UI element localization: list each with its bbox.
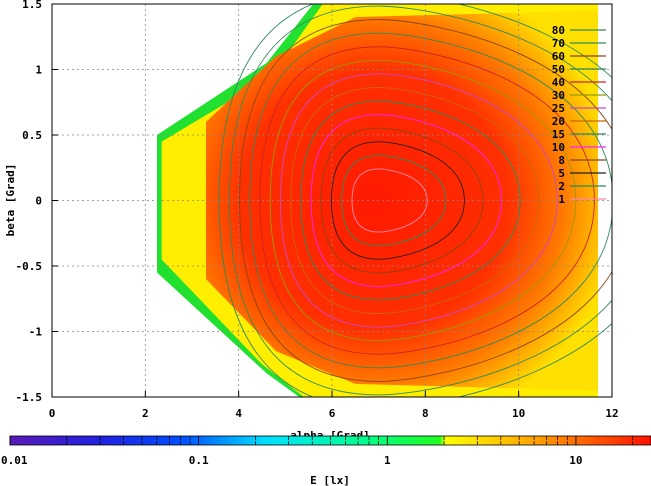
contour-line-8 [320, 127, 484, 274]
colorbar-tick-label: 0.1 [189, 454, 209, 467]
colorbar-label: E [lx] [310, 474, 350, 486]
x-tick-label: 0 [49, 407, 56, 420]
legend-label-15: 15 [552, 128, 565, 141]
contour-line-60 [239, 19, 612, 382]
contour-line-15 [300, 100, 521, 301]
legend-label-30: 30 [552, 89, 565, 102]
colorbar-tick-label: 10 [569, 454, 582, 467]
contour-line-70 [228, 5, 612, 396]
x-tick-label: 12 [605, 407, 618, 420]
legend-label-40: 40 [552, 76, 565, 89]
legend-label-80: 80 [552, 24, 565, 37]
y-axis-ticks: -1.5 -1 -0.5 0 0.5 1 1.5 [16, 0, 58, 404]
x-tick-label: 10 [512, 407, 525, 420]
contour-line-1 [351, 168, 428, 233]
legend-label-10: 10 [552, 141, 565, 154]
y-tick-label: -1 [29, 326, 43, 339]
x-tick-label: 2 [142, 407, 149, 420]
contour-line-5 [331, 141, 465, 260]
y-tick-label: 1.5 [22, 0, 42, 11]
contour-line-80 [218, 4, 612, 397]
contour-lines [218, 4, 612, 397]
legend-label-70: 70 [552, 37, 565, 50]
legend-label-25: 25 [552, 102, 565, 115]
y-tick-label: 0.5 [22, 129, 42, 142]
contour-line-50 [249, 32, 612, 369]
x-tick-label: 6 [329, 407, 336, 420]
x-tick-label: 8 [422, 407, 429, 420]
y-tick-label: 1 [35, 64, 42, 77]
legend-label-50: 50 [552, 63, 565, 76]
y-axis-label: beta [Grad] [4, 164, 17, 237]
grid [52, 4, 612, 397]
x-tick-label: 4 [235, 407, 242, 420]
legend-label-5: 5 [558, 167, 565, 180]
contour-line-30 [269, 59, 577, 342]
contour-line-10 [310, 114, 502, 287]
contour-line-40 [259, 46, 595, 355]
y-tick-label: -0.5 [16, 260, 43, 273]
legend-label-8: 8 [558, 154, 565, 167]
colorbar-ticks: 0.01 0.1 1 10 [1, 436, 634, 467]
x-axis-ticks: 0 2 4 6 8 10 12 [49, 391, 619, 420]
legend-label-1: 1 [558, 193, 565, 206]
y-tick-label: 0 [35, 195, 42, 208]
colorbar-tick-label: 1 [384, 454, 391, 467]
contour-line-2 [341, 154, 447, 247]
legend-label-20: 20 [552, 115, 565, 128]
legend-label-2: 2 [558, 180, 565, 193]
y-tick-label: -1.5 [16, 391, 43, 404]
legend-label-60: 60 [552, 50, 565, 63]
contour-line-20 [290, 87, 540, 314]
contour-line-25 [280, 73, 558, 328]
colorbar-tick-label: 0.01 [1, 454, 28, 467]
